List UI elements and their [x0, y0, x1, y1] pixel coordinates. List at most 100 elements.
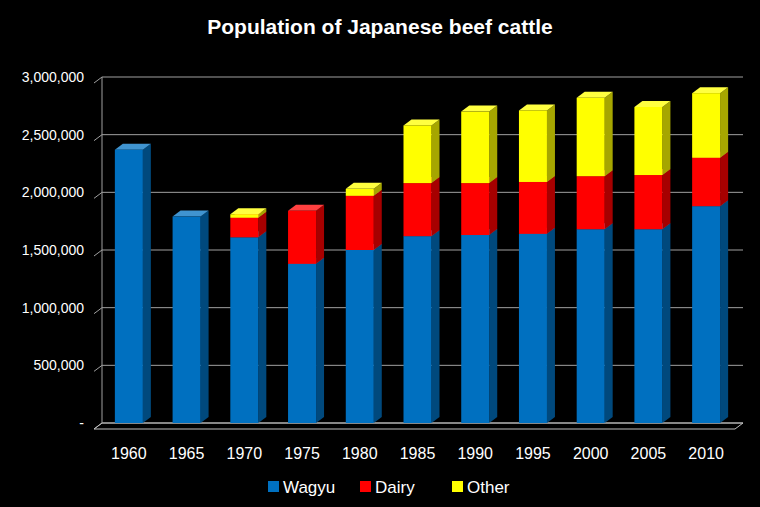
bar-side	[316, 258, 324, 423]
x-tick-label: 1970	[227, 445, 263, 462]
bar-side	[547, 228, 555, 423]
bar	[634, 107, 662, 175]
legend-swatch	[268, 481, 279, 492]
bar-top	[173, 211, 209, 217]
bar	[577, 98, 605, 176]
bar	[173, 216, 201, 217]
bar	[404, 183, 432, 236]
x-tick-label: 1965	[169, 445, 205, 462]
x-tick-label: 1980	[342, 445, 378, 462]
bar-top	[115, 144, 151, 150]
bar	[692, 93, 720, 158]
bar-side	[547, 176, 555, 234]
bar-top	[461, 106, 497, 112]
bar-side	[547, 104, 555, 182]
bar-side	[489, 177, 497, 235]
background	[0, 0, 760, 507]
bar	[634, 175, 662, 229]
y-tick-label: 1,500,000	[22, 242, 84, 258]
bar	[288, 211, 316, 264]
bar-side	[258, 231, 266, 423]
bar-side	[432, 177, 440, 236]
bar-top	[230, 208, 266, 214]
bar-side	[432, 230, 440, 423]
bar-side	[662, 101, 670, 175]
bar	[577, 229, 605, 423]
bar	[346, 196, 374, 250]
x-tick-label: 2000	[573, 445, 609, 462]
bar-side	[605, 92, 613, 176]
bar-top	[519, 104, 555, 110]
bar	[115, 149, 143, 150]
bar	[519, 234, 547, 423]
bar-top	[288, 205, 324, 211]
legend-label: Wagyu	[283, 478, 335, 497]
legend-swatch	[452, 481, 463, 492]
bar	[115, 149, 143, 150]
bar-side	[143, 144, 151, 423]
bar-side	[374, 190, 382, 250]
bar-top	[404, 119, 440, 125]
x-tick-label: 1990	[457, 445, 493, 462]
bar	[692, 206, 720, 423]
bar-side	[720, 200, 728, 423]
bar	[461, 235, 489, 423]
bar	[404, 236, 432, 423]
chart: Population of Japanese beef cattle - 500,0…	[0, 0, 760, 507]
bar-top	[577, 92, 613, 98]
bar	[577, 176, 605, 229]
bar	[230, 218, 258, 238]
bar-side	[605, 223, 613, 423]
bar-side	[662, 223, 670, 423]
x-tick-label: 1985	[400, 445, 436, 462]
bar	[288, 264, 316, 423]
bar	[461, 183, 489, 235]
grid-line	[94, 77, 743, 83]
x-axis	[94, 423, 743, 429]
grid-line	[94, 423, 743, 429]
title: Population of Japanese beef cattle	[207, 15, 552, 38]
x-tick-label: 1960	[111, 445, 147, 462]
bar	[346, 189, 374, 196]
bar-side	[489, 106, 497, 184]
bar-side	[432, 119, 440, 183]
legend-swatch	[360, 481, 371, 492]
y-tick-label: 500,000	[33, 357, 84, 373]
bar	[230, 214, 258, 217]
bar	[115, 150, 143, 423]
bar-side	[720, 87, 728, 158]
bar-side	[374, 244, 382, 423]
y-tick-label: 1,000,000	[22, 300, 84, 316]
bar	[634, 229, 662, 423]
bar	[519, 110, 547, 182]
y-tick-label: 2,000,000	[22, 184, 84, 200]
bar-side	[201, 211, 209, 423]
bar-side	[720, 152, 728, 206]
x-tick-label: 1975	[284, 445, 320, 462]
x-tick-label: 1995	[515, 445, 551, 462]
legend-label: Dairy	[375, 478, 415, 497]
x-tick-label: 2010	[688, 445, 724, 462]
legend: Wagyu Dairy Other	[268, 478, 510, 497]
bar	[346, 250, 374, 423]
y-tick-label: 2,500,000	[22, 127, 84, 143]
y-tick-label: -	[79, 415, 84, 431]
y-tick-label: 3,000,000	[22, 69, 84, 85]
y-axis	[102, 77, 103, 423]
bar	[404, 125, 432, 183]
bar-side	[662, 169, 670, 229]
bar	[173, 216, 201, 217]
bar	[230, 237, 258, 423]
bar-top	[346, 183, 382, 189]
x-tick-label: 2005	[631, 445, 667, 462]
bar	[692, 158, 720, 206]
bar	[173, 217, 201, 423]
bars	[115, 87, 728, 423]
bar	[519, 182, 547, 234]
bar-top	[634, 101, 670, 107]
bar-top	[692, 87, 728, 93]
bar-side	[489, 229, 497, 423]
bar	[288, 210, 316, 211]
legend-label: Other	[467, 478, 510, 497]
bar-side	[316, 205, 324, 264]
